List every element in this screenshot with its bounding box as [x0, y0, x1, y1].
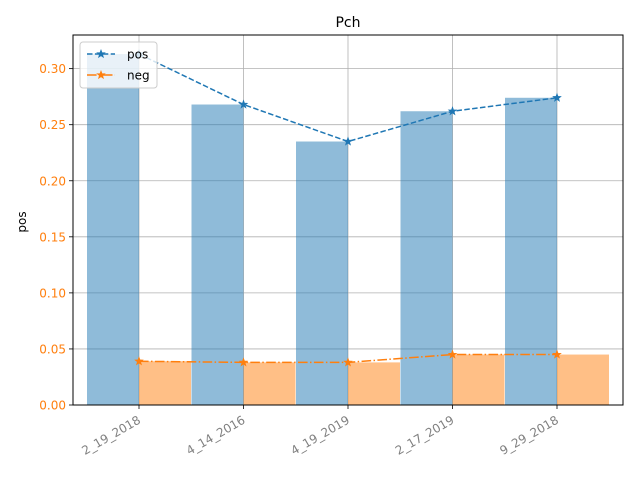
chart-title: Pch [335, 15, 360, 31]
y-tick-label: 0.20 [39, 174, 66, 188]
point-neg [238, 357, 249, 367]
legend-marker-neg [96, 69, 106, 80]
bar-neg [557, 354, 609, 405]
y-tick-label: 0.10 [39, 286, 66, 300]
bar-neg [452, 354, 505, 405]
point-neg [134, 356, 144, 366]
bar-neg [243, 362, 296, 405]
bar-pos [400, 111, 453, 405]
bar-neg [139, 361, 191, 405]
bar-neg [348, 362, 400, 405]
bar-pos [87, 54, 139, 405]
legend-label-neg: neg [127, 69, 150, 83]
y-tick-label: 0.00 [39, 399, 66, 413]
point-pos [238, 99, 249, 109]
x-tick-label: 4_19_2019 [288, 413, 352, 458]
x-tick-label: 9_29_2018 [497, 413, 561, 458]
y-tick-label: 0.05 [39, 342, 66, 356]
bar-pos [191, 104, 244, 406]
point-neg [343, 357, 353, 367]
point-pos [343, 136, 353, 146]
legend-marker-pos [96, 48, 106, 59]
series-lines [134, 49, 562, 367]
bar-pos [505, 97, 557, 406]
y-tick-label: 0.30 [39, 62, 66, 76]
x-tick-label: 4_14_2016 [184, 413, 248, 458]
point-pos [552, 92, 562, 102]
bar-pos [296, 141, 348, 406]
point-neg [447, 349, 458, 359]
legend-label-pos: pos [127, 48, 148, 62]
point-pos [447, 106, 458, 116]
x-tick-label: 2_19_2018 [79, 413, 143, 458]
point-neg [552, 349, 562, 359]
y-tick-label: 0.25 [39, 118, 66, 132]
y-axis-label: pos [15, 211, 29, 232]
legend: pos neg [79, 41, 158, 89]
x-tick-label: 2_17_2019 [393, 413, 457, 458]
y-tick-label: 0.15 [39, 230, 66, 244]
